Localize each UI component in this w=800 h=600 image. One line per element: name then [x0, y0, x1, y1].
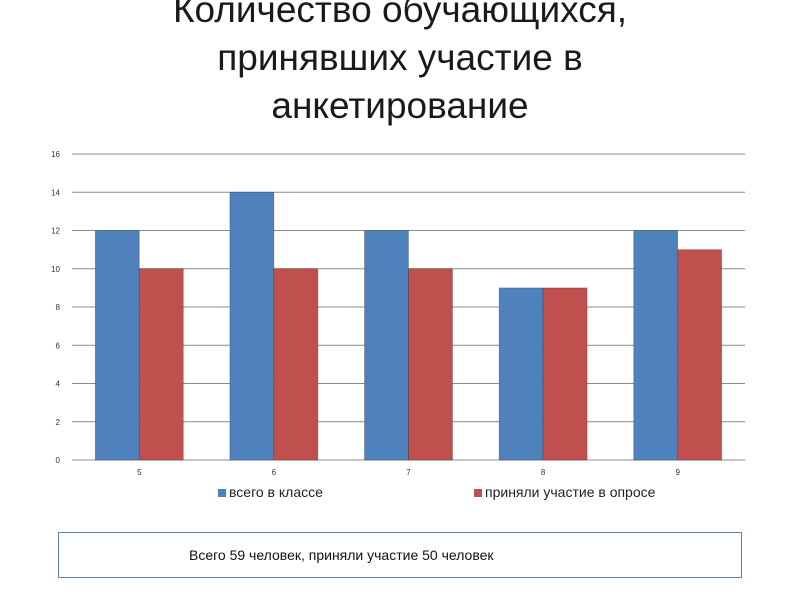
y-tick-label: 14 [51, 188, 60, 197]
summary-note-text: Всего 59 человек, приняли участие 50 чел… [189, 547, 494, 563]
x-tick-label: 7 [406, 468, 411, 477]
legend-swatch [218, 489, 226, 497]
y-tick-label: 4 [56, 380, 61, 389]
legend-label: приняли участие в опросе [485, 484, 656, 500]
y-tick-label: 2 [56, 418, 61, 427]
title-line-3: анкетирование [271, 85, 529, 126]
y-tick-label: 6 [56, 341, 61, 350]
y-tick-label: 12 [51, 227, 60, 236]
y-tick-label: 16 [51, 150, 60, 159]
bar-participated [138, 268, 184, 461]
x-tick-label: 8 [541, 468, 546, 477]
title-line-2: принявших участие в [217, 37, 583, 78]
bar-participated [542, 287, 588, 461]
legend-label: всего в классе [229, 484, 323, 500]
y-tick-label: 8 [56, 303, 61, 312]
bar-total [94, 230, 140, 461]
slide-title: Количество обучающихся, принявших участи… [0, 0, 800, 130]
legend-swatch [474, 489, 482, 497]
y-tick-label: 0 [56, 456, 61, 465]
x-tick-label: 5 [137, 468, 142, 477]
bar-participated [273, 268, 319, 461]
bar-participated [677, 249, 723, 461]
bar-total [498, 287, 544, 461]
y-tick-label: 10 [51, 265, 60, 274]
title-line-1: Количество обучающихся, [172, 0, 628, 30]
bar-total [229, 191, 275, 461]
x-tick-label: 9 [675, 468, 680, 477]
bar-total [633, 230, 679, 461]
bar-total [364, 230, 409, 461]
x-tick-label: 6 [272, 468, 277, 477]
bar-participated [408, 268, 453, 461]
summary-note-box: Всего 59 человек, приняли участие 50 чел… [58, 532, 742, 578]
